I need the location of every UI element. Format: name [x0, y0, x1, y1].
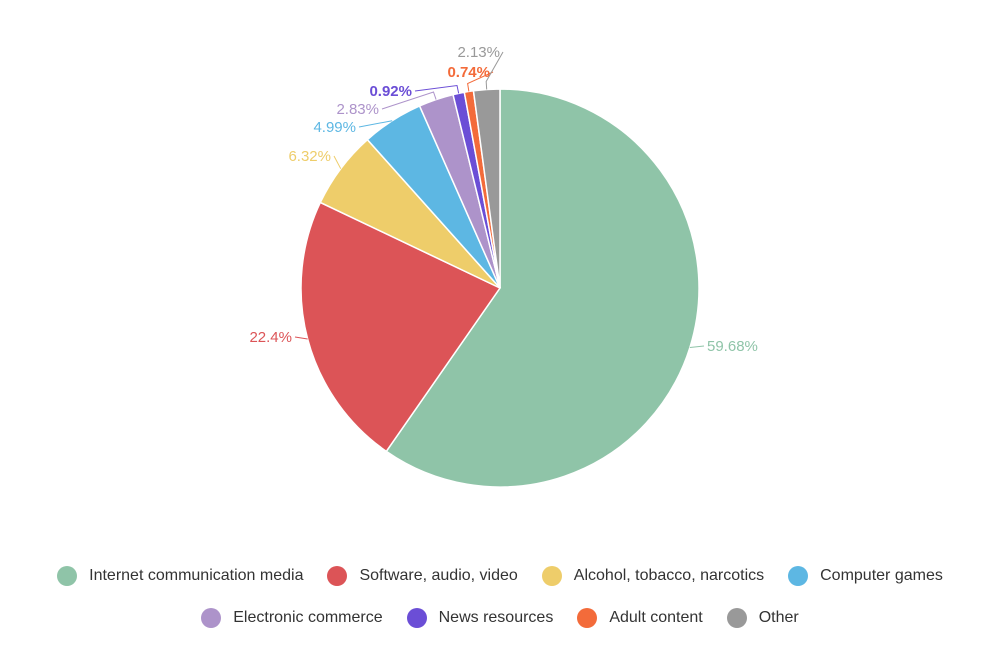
slice-labels: 59.68% 22.4% 6.32% 4.99%2.83%0.92% 0.74% 2.13…	[249, 44, 757, 355]
slice-value-label: 59.68%	[707, 338, 758, 355]
pie-slices	[300, 88, 700, 488]
legend-swatch	[57, 566, 78, 586]
legend-swatch	[406, 608, 427, 628]
leader-line	[689, 345, 705, 349]
legend-swatch	[201, 608, 222, 628]
leader-line	[333, 155, 342, 169]
leader-line	[294, 336, 308, 340]
legend-item-software-audio-video[interactable]: Software, audio, video	[327, 566, 518, 586]
leader-line	[381, 91, 437, 110]
pie-chart: 59.68% 22.4% 6.32% 4.99%2.83%0.92% 0.74% 2.13…	[249, 44, 758, 488]
legend-item-other[interactable]: Other	[726, 608, 799, 628]
legend-swatch	[541, 566, 562, 586]
leader-line	[358, 120, 393, 128]
legend-item-electronic-commerce[interactable]: Electronic commerce	[201, 608, 383, 628]
legend-label: Internet communication media	[89, 567, 304, 584]
legend-swatch	[788, 566, 809, 586]
legend-label: Adult content	[609, 609, 703, 626]
slice-value-label: 0.92%	[369, 83, 412, 100]
legend-swatch	[726, 608, 747, 628]
legend-swatch	[327, 566, 348, 586]
legend-label: Other	[758, 609, 799, 626]
legend-label: Computer games	[820, 567, 943, 584]
slice-value-label: 4.99%	[313, 119, 356, 136]
slice-value-label: 22.4%	[249, 329, 292, 346]
legend-item-adult-content[interactable]: Adult content	[577, 608, 703, 628]
leader-line	[467, 71, 494, 92]
pie-slice-other[interactable]	[472, 88, 501, 289]
legend-swatch	[577, 608, 598, 628]
legend-item-news-resources[interactable]: News resources	[406, 608, 554, 628]
legend-item-computer-games[interactable]: Computer games	[788, 566, 943, 586]
legend-label: Alcohol, tobacco, narcotics	[573, 567, 765, 584]
slice-value-label: 6.32%	[288, 148, 331, 165]
leader-line	[414, 84, 460, 94]
legend-row-1: Internet communication media Software, a…	[0, 566, 1000, 586]
leader-lines	[294, 51, 705, 349]
slice-value-label: 0.74%	[447, 64, 490, 81]
legend-label: News resources	[438, 609, 554, 626]
slice-value-label: 2.83%	[336, 101, 379, 118]
slice-value-label: 2.13%	[457, 44, 500, 61]
legend-item-internet-communication-media[interactable]: Internet communication media	[57, 566, 303, 586]
leader-line	[485, 51, 504, 90]
legend-label: Electronic commerce	[233, 609, 383, 626]
legend-row-2: Electronic commerce News resources Adult…	[0, 608, 1000, 628]
legend-item-alcohol-tobacco-narcotics[interactable]: Alcohol, tobacco, narcotics	[541, 566, 765, 586]
legend-label: Software, audio, video	[359, 567, 518, 584]
pie-slice-internet-communication-media[interactable]	[385, 88, 700, 488]
